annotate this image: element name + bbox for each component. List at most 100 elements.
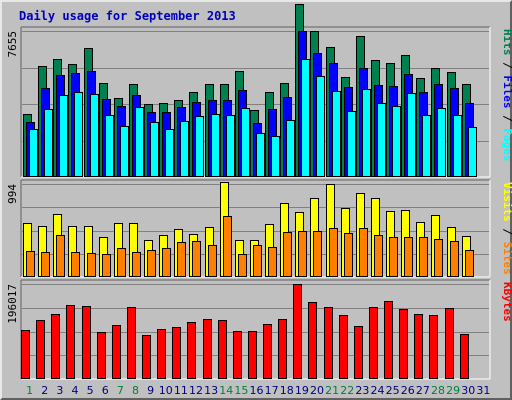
bar-kbytes-day-29	[445, 308, 454, 379]
bar-sites-day-17	[268, 247, 277, 277]
bar-kbytes-day-12	[187, 322, 196, 379]
legend-separator: /	[501, 222, 512, 242]
legend-entry-sites: Sites	[501, 242, 512, 275]
x-tick-label-day-29: 29	[446, 384, 460, 397]
bar-kbytes-day-3	[51, 314, 60, 379]
x-tick-label-day-10: 10	[159, 384, 173, 397]
bar-kbytes-day-24	[369, 307, 378, 379]
legend-entry-visits: Visits	[501, 182, 512, 222]
bar-kbytes-day-2	[36, 320, 45, 379]
bar-kbytes-day-4	[66, 305, 75, 379]
bar-kbytes-day-30	[460, 334, 469, 379]
panel-kbytes: 196017 KBytes	[6, 279, 512, 380]
bar-sites-day-5	[87, 253, 96, 277]
bar-sites-day-26	[404, 237, 413, 277]
bar-pages-day-13	[211, 114, 220, 177]
bar-sites-day-22	[344, 233, 353, 277]
x-tick-label-day-11: 11	[174, 384, 188, 397]
x-tick-label-day-18: 18	[280, 384, 294, 397]
y-max-label-kbytes: 196017	[6, 284, 19, 324]
legend-separator: /	[501, 109, 512, 129]
bar-kbytes-day-17	[263, 324, 272, 379]
y-max-label-hits: 7655	[6, 31, 19, 58]
x-tick-label-day-16: 16	[250, 384, 264, 397]
bar-kbytes-day-6	[97, 332, 106, 379]
bar-sites-day-8	[132, 252, 141, 277]
bar-kbytes-day-28	[429, 315, 438, 379]
x-tick-label-day-9: 9	[147, 384, 154, 397]
bar-pages-day-10	[165, 129, 174, 177]
bar-kbytes-day-9	[142, 335, 151, 379]
bar-pages-day-15	[241, 108, 250, 177]
bar-sites-day-7	[117, 248, 126, 277]
bar-kbytes-day-19	[293, 284, 302, 379]
bar-sites-day-16	[253, 245, 262, 277]
bar-sites-day-23	[359, 228, 368, 277]
bar-sites-day-30	[465, 250, 474, 277]
bar-pages-day-28	[437, 108, 446, 177]
bar-kbytes-day-26	[399, 309, 408, 379]
bar-kbytes-day-23	[354, 326, 363, 379]
bar-kbytes-day-15	[233, 331, 242, 379]
panel-visits: 994 Visits / Sites	[6, 179, 512, 278]
bar-pages-day-2	[44, 109, 53, 177]
bar-pages-day-30	[468, 127, 477, 177]
bar-sites-day-10	[162, 248, 171, 277]
legend-entry-kbytes: KBytes	[501, 282, 512, 322]
x-tick-label-day-19: 19	[295, 384, 309, 397]
bar-kbytes-day-13	[203, 319, 212, 379]
x-tick-label-day-3: 3	[56, 384, 63, 397]
bar-kbytes-day-5	[82, 306, 91, 379]
x-tick-label-day-25: 25	[386, 384, 400, 397]
bar-sites-day-6	[102, 254, 111, 277]
bar-pages-day-5	[90, 94, 99, 177]
bar-pages-day-19	[301, 59, 310, 177]
x-tick-label-day-21: 21	[325, 384, 339, 397]
bar-sites-day-18	[283, 232, 292, 277]
bar-sites-day-13	[208, 245, 217, 277]
bar-kbytes-day-22	[339, 315, 348, 379]
x-tick-label-day-28: 28	[431, 384, 445, 397]
x-tick-label-day-31: 31	[476, 384, 490, 397]
bar-pages-day-16	[256, 133, 265, 177]
bar-pages-day-12	[195, 116, 204, 177]
bar-sites-day-2	[41, 252, 50, 277]
x-tick-label-day-23: 23	[355, 384, 369, 397]
bar-sites-day-3	[56, 235, 65, 277]
bar-sites-day-25	[389, 237, 398, 277]
bar-kbytes-day-8	[127, 307, 136, 379]
bar-kbytes-day-1	[21, 330, 30, 379]
bar-kbytes-day-14	[218, 320, 227, 379]
bar-kbytes-day-18	[278, 319, 287, 379]
legend-kbytes: KBytes	[501, 282, 512, 322]
x-tick-label-day-7: 7	[117, 384, 124, 397]
chart-title: Daily usage for September 2013	[19, 9, 236, 23]
bar-pages-day-29	[453, 115, 462, 177]
x-tick-label-day-8: 8	[132, 384, 139, 397]
bar-kbytes-day-27	[414, 314, 423, 379]
bar-kbytes-day-10	[157, 329, 166, 379]
bar-sites-day-14	[223, 216, 232, 277]
bar-pages-day-9	[150, 122, 159, 177]
x-tick-label-day-26: 26	[401, 384, 415, 397]
bar-pages-day-6	[105, 115, 114, 177]
x-tick-label-day-17: 17	[265, 384, 279, 397]
x-tick-label-day-24: 24	[371, 384, 385, 397]
panel-hits: 7655 Hits / Files / Pages	[6, 4, 512, 178]
bar-pages-day-22	[347, 111, 356, 177]
x-tick-label-day-20: 20	[310, 384, 324, 397]
x-tick-label-day-15: 15	[234, 384, 248, 397]
bar-kbytes-day-7	[112, 325, 121, 379]
legend-entry-pages: Pages	[501, 128, 512, 161]
bar-pages-day-17	[271, 136, 280, 177]
bar-sites-day-15	[238, 254, 247, 277]
bar-pages-day-3	[59, 95, 68, 177]
x-tick-label-day-30: 30	[461, 384, 475, 397]
x-tick-label-day-1: 1	[26, 384, 33, 397]
bar-kbytes-day-16	[248, 331, 257, 379]
bar-sites-day-20	[313, 231, 322, 277]
legend-separator: /	[501, 56, 512, 76]
x-tick-label-day-5: 5	[87, 384, 94, 397]
x-tick-label-day-12: 12	[189, 384, 203, 397]
